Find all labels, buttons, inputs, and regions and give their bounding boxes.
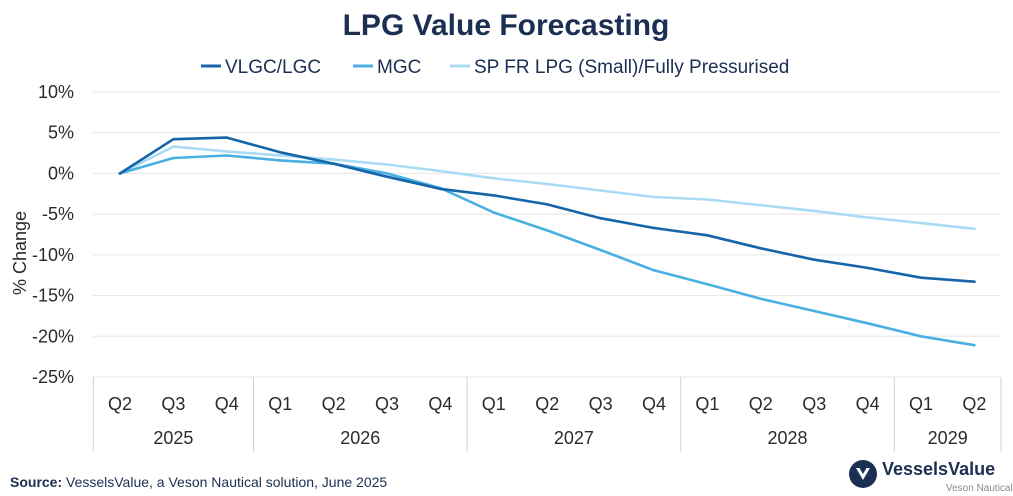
vesselsvalue-logo-icon (849, 460, 877, 488)
data-point-mgc (973, 343, 976, 347)
source-note: Source: VesselsValue, a Veson Nautical s… (10, 474, 387, 490)
data-point-sp-fr-lpg-small-fully-pressurised (385, 163, 389, 166)
x-tick-label: Q2 (535, 394, 559, 414)
series-lines (118, 136, 976, 347)
y-axis-label: % Change (10, 211, 30, 295)
year-label: 2028 (767, 428, 807, 448)
data-point-mgc (599, 248, 602, 252)
data-point-sp-fr-lpg-small-fully-pressurised (973, 227, 976, 231)
data-point-mgc (492, 211, 496, 214)
chart-title: LPG Value Forecasting (343, 9, 670, 42)
data-point-vlgc-lgc (812, 258, 816, 262)
grid-lines (93, 91, 1000, 378)
x-tick-label: Q2 (322, 394, 346, 414)
y-tick-label: -15% (32, 286, 74, 306)
x-tick-label: Q1 (268, 394, 292, 414)
y-axis-ticks: 10% 5% 0% -5% -10% -15% -20% -25% (32, 82, 74, 387)
legend-label-vlgc-lgc: VLGC/LGC (225, 57, 321, 78)
x-tick-label: Q3 (375, 394, 399, 414)
data-point-sp-fr-lpg-small-fully-pressurised (919, 221, 923, 225)
data-point-mgc (385, 172, 389, 175)
data-point-sp-fr-lpg-small-fully-pressurised (866, 216, 869, 219)
data-point-mgc (545, 229, 549, 232)
series-line-sp-fr-lpg-small-fully-pressurised (118, 145, 976, 231)
source-label: Source: (10, 474, 63, 490)
data-point-sp-fr-lpg-small-fully-pressurised (652, 195, 656, 199)
legend-label-sp-fr-lpg-small-fully-pressurised: SP FR LPG (Small)/Fully Pressurised (474, 57, 789, 78)
data-point-mgc (652, 269, 656, 272)
data-point-vlgc-lgc (759, 247, 763, 250)
legend-label-mgc: MGC (377, 57, 421, 78)
data-point-sp-fr-lpg-small-fully-pressurised (706, 198, 709, 201)
x-tick-label: Q2 (962, 394, 986, 414)
x-tick-label: Q2 (108, 394, 132, 414)
vesselsvalue-logo: VesselsValue Veson Nautical (848, 456, 1013, 496)
data-point-sp-fr-lpg-small-fully-pressurised (545, 182, 549, 186)
data-point-vlgc-lgc (118, 172, 122, 175)
y-tick-label: -5% (42, 204, 74, 224)
x-tick-label: Q2 (749, 394, 773, 414)
data-point-mgc (866, 321, 869, 325)
data-point-vlgc-lgc (385, 175, 389, 178)
x-tick-label: Q3 (161, 394, 185, 414)
data-point-sp-fr-lpg-small-fully-pressurised (332, 158, 335, 161)
data-point-vlgc-lgc (706, 234, 709, 237)
year-label: 2025 (153, 428, 193, 448)
data-point-vlgc-lgc (332, 162, 335, 165)
data-point-sp-fr-lpg-small-fully-pressurised (812, 209, 816, 213)
data-point-vlgc-lgc (652, 226, 656, 230)
data-point-vlgc-lgc (866, 266, 869, 270)
series-line-vlgc-lgc (118, 136, 976, 284)
x-tick-label: Q4 (428, 394, 452, 414)
year-label: 2027 (554, 428, 594, 448)
data-point-sp-fr-lpg-small-fully-pressurised (172, 145, 175, 148)
y-tick-label: 5% (48, 123, 74, 143)
data-point-mgc (225, 154, 229, 157)
data-point-vlgc-lgc (278, 150, 282, 154)
data-point-sp-fr-lpg-small-fully-pressurised (599, 189, 602, 192)
source-text: VesselsValue, a Veson Nautical solution,… (62, 474, 388, 490)
data-point-mgc (172, 156, 175, 160)
data-point-vlgc-lgc (492, 194, 496, 197)
x-tick-label: Q3 (802, 394, 826, 414)
data-point-sp-fr-lpg-small-fully-pressurised (492, 177, 496, 180)
data-point-vlgc-lgc (973, 280, 976, 284)
x-tick-label: Q4 (215, 394, 239, 414)
year-label: 2026 (340, 428, 380, 448)
y-tick-label: -10% (32, 245, 74, 265)
data-point-mgc (919, 334, 923, 338)
data-point-vlgc-lgc (545, 203, 549, 206)
x-tick-label: Q1 (695, 394, 719, 414)
y-tick-label: -25% (32, 367, 74, 387)
x-tick-label: Q4 (642, 394, 666, 414)
data-point-vlgc-lgc (439, 187, 442, 191)
data-point-sp-fr-lpg-small-fully-pressurised (439, 169, 442, 173)
logo-name: VesselsValue (882, 459, 996, 479)
data-point-sp-fr-lpg-small-fully-pressurised (225, 150, 229, 153)
data-point-mgc (812, 309, 816, 313)
data-point-mgc (278, 159, 282, 162)
year-label: 2029 (928, 428, 968, 448)
data-point-vlgc-lgc (225, 136, 229, 139)
logo-subtitle: Veson Nautical (946, 483, 1013, 494)
data-point-vlgc-lgc (919, 276, 923, 279)
y-tick-label: -20% (32, 326, 74, 346)
legend: VLGC/LGC MGC SP FR LPG (Small)/Fully Press… (201, 57, 789, 78)
data-point-mgc (759, 297, 763, 301)
y-tick-label: 10% (38, 82, 74, 102)
data-point-sp-fr-lpg-small-fully-pressurised (278, 154, 282, 157)
y-tick-label: 0% (48, 163, 74, 183)
data-point-mgc (706, 282, 709, 286)
x-tick-label: Q4 (856, 394, 880, 414)
x-tick-label: Q3 (589, 394, 613, 414)
x-tick-label: Q1 (909, 394, 933, 414)
data-point-sp-fr-lpg-small-fully-pressurised (759, 203, 763, 207)
x-tick-label: Q1 (482, 394, 506, 414)
line-chart: LPG Value Forecasting VLGC/LGC MGC SP FR L… (10, 9, 1002, 452)
x-axis: Q2 Q3 Q4 Q1 Q2 Q3 Q4 Q1 Q2 Q3 Q4 Q1 Q2 Q3 Q4 Q1 Q2 2025 20… (92, 377, 1002, 452)
data-point-vlgc-lgc (599, 216, 602, 220)
data-point-vlgc-lgc (172, 137, 175, 141)
